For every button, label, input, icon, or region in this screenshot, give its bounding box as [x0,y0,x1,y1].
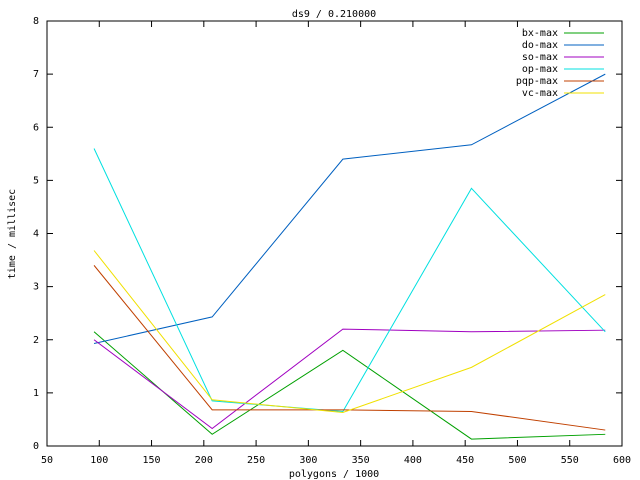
x-tick-label: 100 [90,455,108,466]
x-tick-label: 550 [561,455,579,466]
legend-label: bx-max [522,28,558,39]
y-tick-label: 2 [33,335,39,346]
legend-label: do-max [522,40,558,51]
y-tick-label: 3 [33,282,39,293]
x-tick-label: 350 [352,455,370,466]
y-tick-label: 8 [33,16,39,27]
y-tick-label: 4 [33,229,39,240]
x-tick-label: 300 [299,455,317,466]
x-tick-label: 600 [613,455,631,466]
x-axis-label: polygons / 1000 [289,469,379,480]
y-tick-label: 7 [33,69,39,80]
legend-label: op-max [522,64,558,75]
y-axis-label: time / millisec [7,189,18,279]
chart-title: ds9 / 0.210000 [292,9,376,20]
series-line [93,328,606,430]
legend-label: vc-max [522,88,558,99]
x-tick-label: 500 [508,455,526,466]
series-line [93,331,606,440]
x-tick-label: 400 [404,455,422,466]
series-line [93,265,606,431]
y-tick-label: 5 [33,175,39,186]
x-tick-label: 150 [143,455,161,466]
y-tick-label: 0 [33,441,39,452]
legend-label: so-max [522,52,558,63]
x-tick-label: 200 [195,455,213,466]
y-tick-label: 6 [33,122,39,133]
x-tick-label: 250 [247,455,265,466]
series-line [93,73,606,344]
legend-label: pqp-max [516,76,558,87]
y-tick-label: 1 [33,388,39,399]
series-line [93,250,606,414]
x-tick-label: 450 [456,455,474,466]
series-line [93,148,606,412]
x-tick-label: 50 [41,455,53,466]
